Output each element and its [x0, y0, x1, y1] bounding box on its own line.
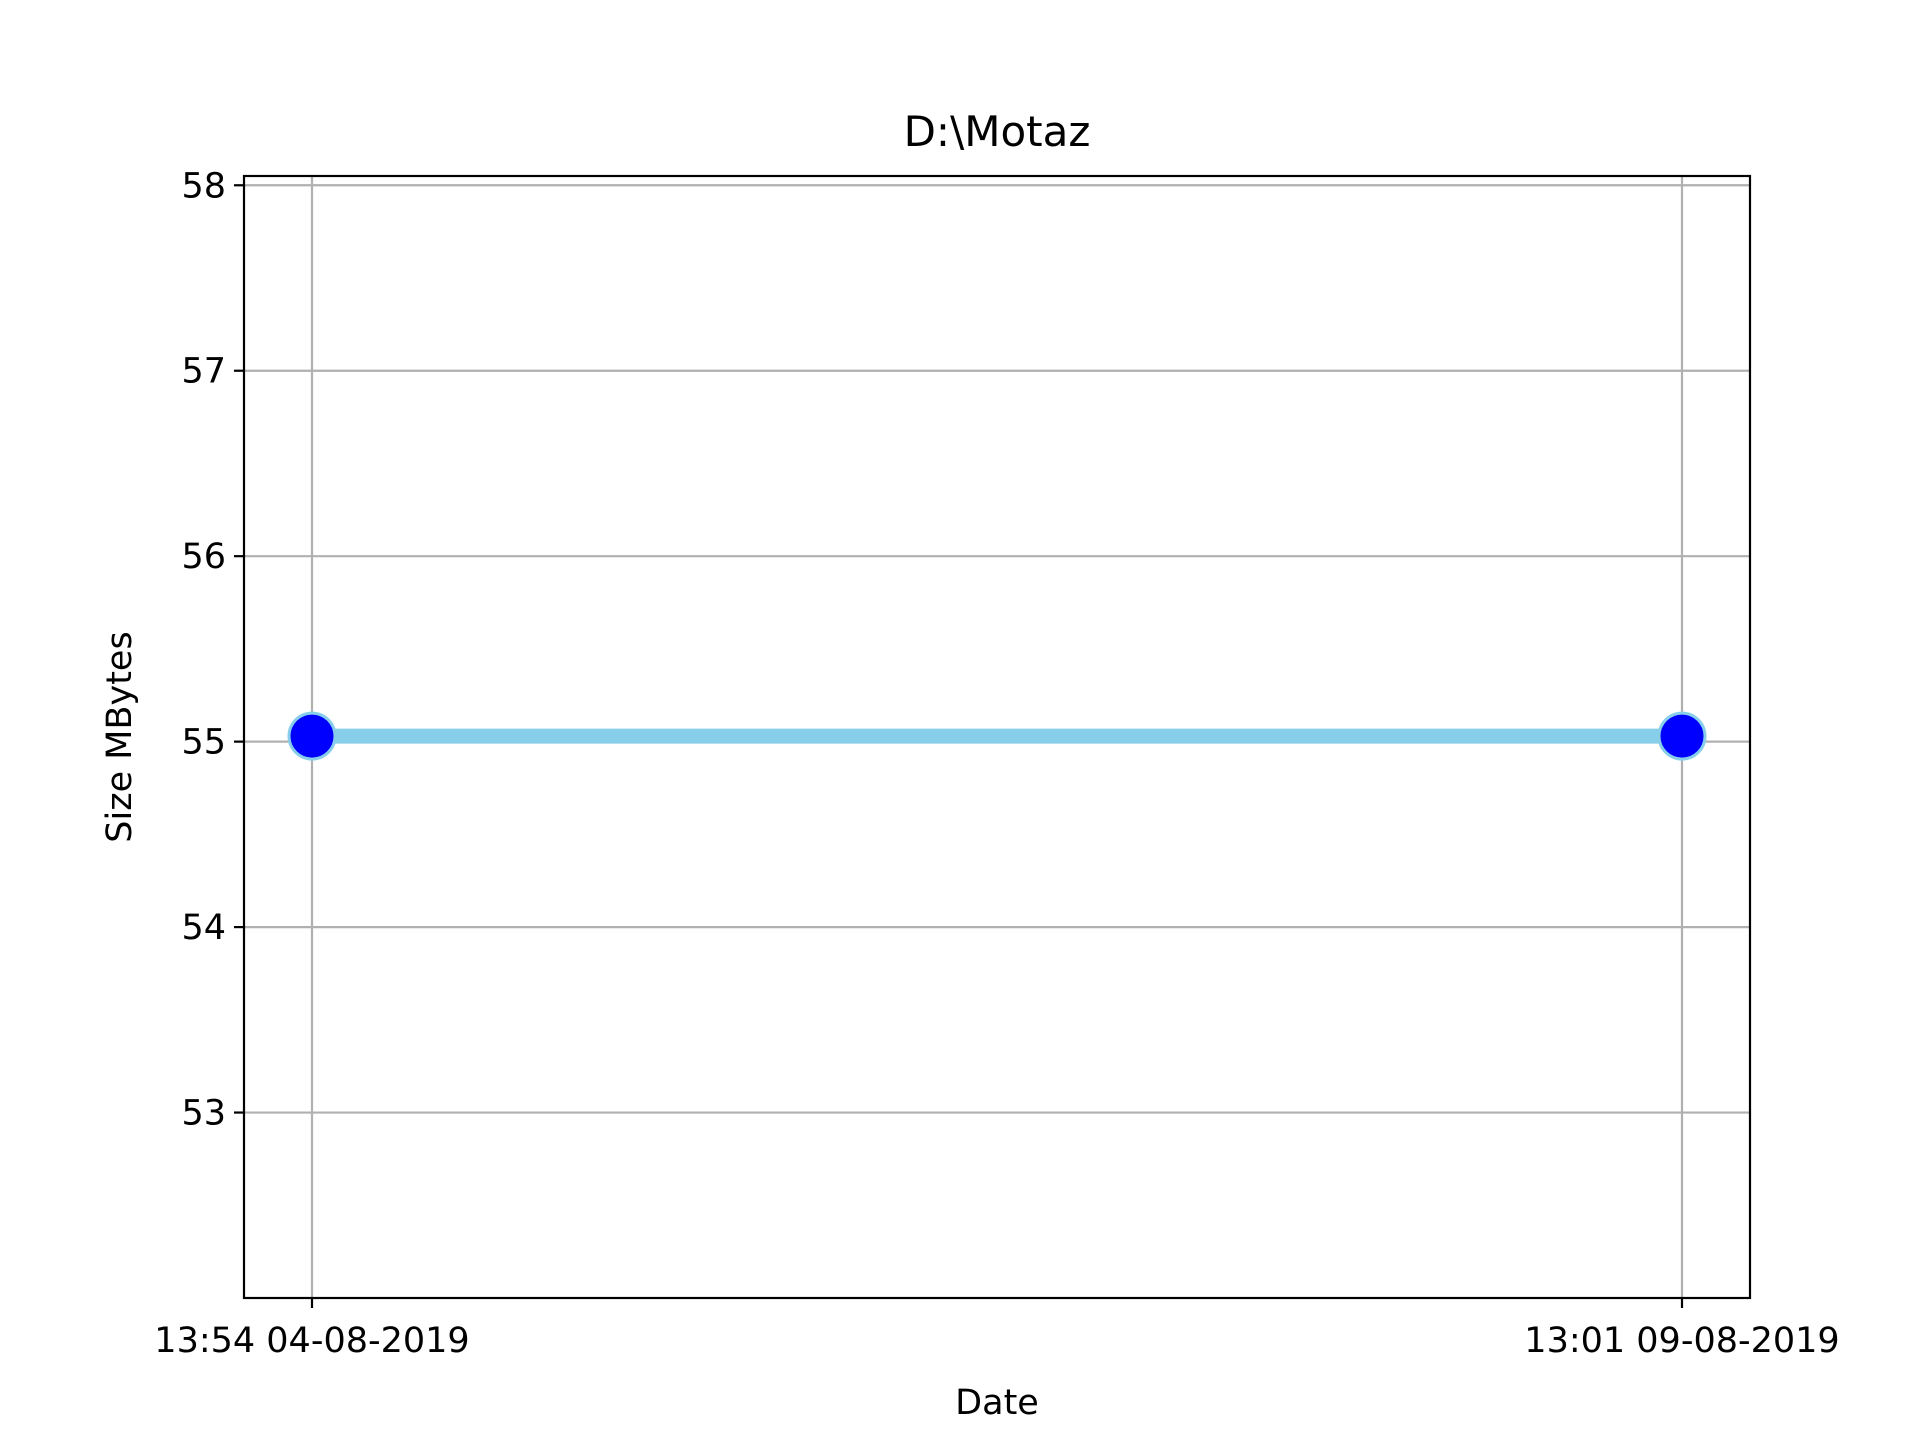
x-tick-label: 13:54 04-08-2019 — [154, 1321, 469, 1361]
plot-frame — [242, 174, 1752, 1300]
y-tick-label: 54 — [181, 908, 226, 948]
x-axis-title: Date — [955, 1383, 1039, 1423]
tick-layer: 53 54 55 56 57 58 13:54 04-08-2019 13:01 09-08-… — [154, 166, 1839, 1361]
y-axis-title: Size MBytes — [100, 631, 140, 842]
data-point-marker — [287, 711, 337, 761]
series-layer — [287, 711, 1707, 761]
x-tick-label: 13:01 09-08-2019 — [1524, 1321, 1839, 1361]
y-tick-label: 58 — [181, 166, 226, 206]
y-tick-label: 55 — [181, 723, 226, 763]
data-point-marker — [1657, 711, 1707, 761]
y-tick-label: 56 — [181, 537, 226, 577]
y-tick-label: 57 — [181, 352, 226, 392]
y-tick-label: 53 — [181, 1094, 226, 1134]
chart-title: D:\Motaz — [904, 107, 1091, 156]
